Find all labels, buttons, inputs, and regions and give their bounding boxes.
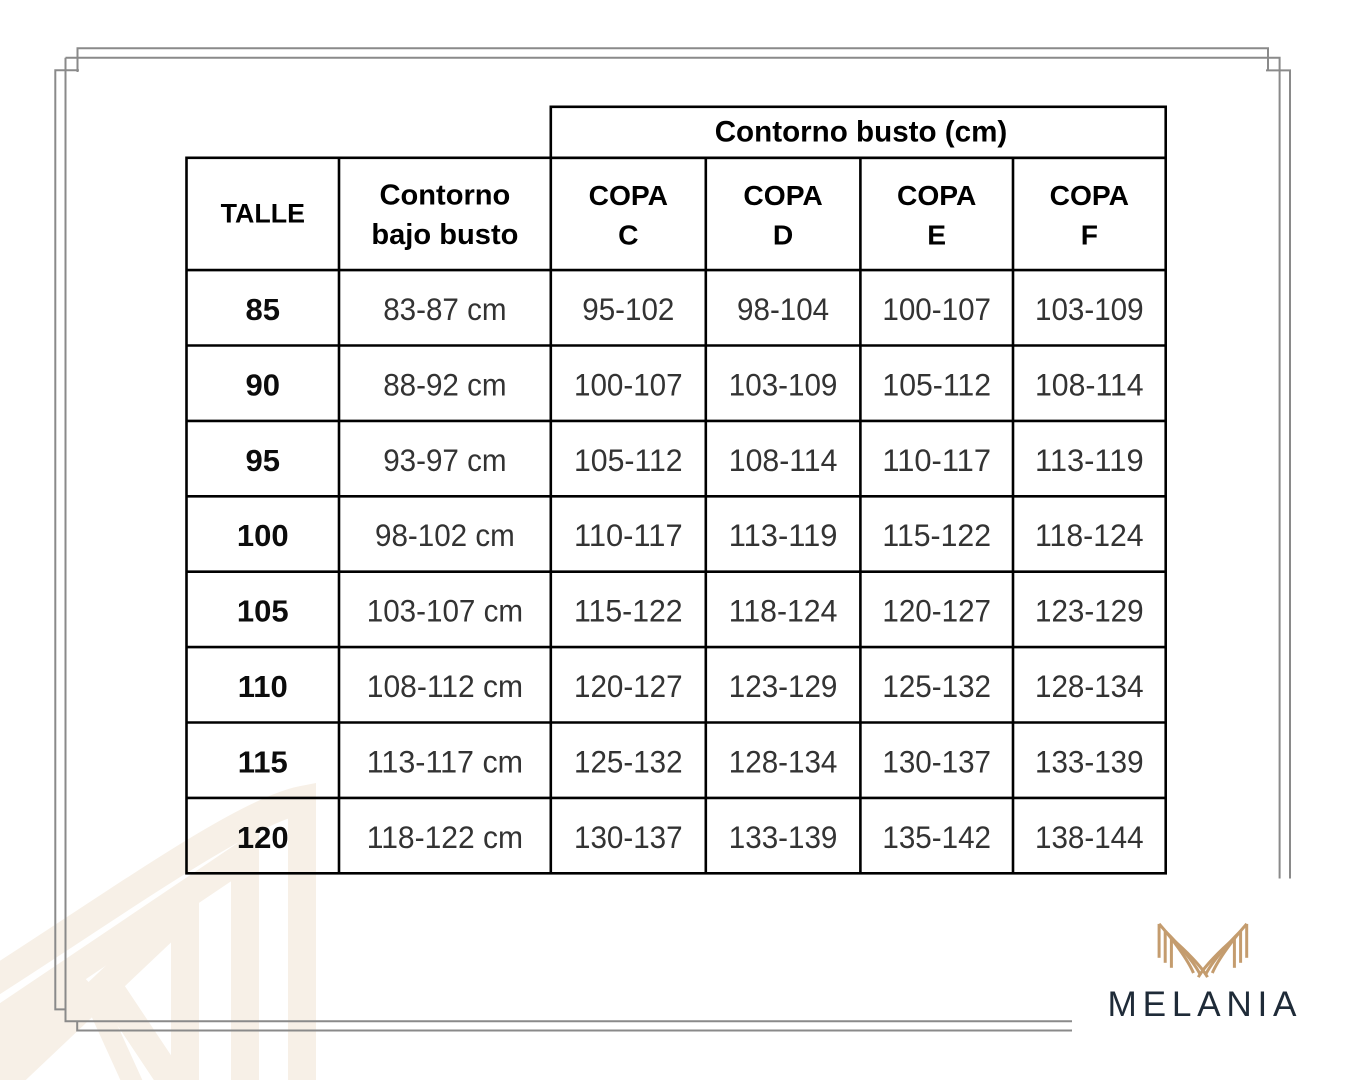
svg-text:100: 100 <box>237 518 289 553</box>
svg-text:115-122: 115-122 <box>574 594 683 629</box>
svg-text:105-112: 105-112 <box>574 443 683 478</box>
svg-text:113-119: 113-119 <box>1035 443 1144 478</box>
svg-text:Contorno busto (cm): Contorno busto (cm) <box>715 116 1008 149</box>
svg-text:98-104: 98-104 <box>737 292 829 327</box>
svg-text:113-119: 113-119 <box>729 518 838 553</box>
svg-text:113-117 cm: 113-117 cm <box>367 744 523 779</box>
svg-text:105: 105 <box>237 594 289 629</box>
svg-text:108-112 cm: 108-112 cm <box>367 669 523 704</box>
svg-text:103-109: 103-109 <box>729 367 838 402</box>
svg-text:Contorno: Contorno <box>379 180 510 212</box>
svg-text:128-134: 128-134 <box>729 744 838 779</box>
svg-text:118-122 cm: 118-122 cm <box>367 820 523 855</box>
svg-text:MELANIA: MELANIA <box>1108 985 1303 1024</box>
svg-text:COPA: COPA <box>1050 179 1129 211</box>
svg-text:123-129: 123-129 <box>1035 594 1144 629</box>
svg-text:105-112: 105-112 <box>882 367 991 402</box>
svg-text:138-144: 138-144 <box>1035 820 1144 855</box>
svg-text:98-102 cm: 98-102 cm <box>375 518 515 553</box>
svg-text:108-114: 108-114 <box>1035 367 1144 402</box>
svg-text:125-132: 125-132 <box>882 669 991 704</box>
svg-text:133-139: 133-139 <box>729 820 838 855</box>
svg-text:95: 95 <box>246 443 280 478</box>
svg-text:85: 85 <box>246 292 280 327</box>
svg-text:128-134: 128-134 <box>1035 669 1144 704</box>
svg-text:115: 115 <box>238 744 288 779</box>
svg-text:110: 110 <box>238 669 288 704</box>
svg-text:120: 120 <box>237 820 289 855</box>
svg-text:135-142: 135-142 <box>882 820 991 855</box>
svg-text:120-127: 120-127 <box>882 594 991 629</box>
svg-text:C: C <box>618 219 638 251</box>
svg-text:100-107: 100-107 <box>882 292 991 327</box>
svg-text:bajo busto: bajo busto <box>371 219 518 251</box>
svg-text:123-129: 123-129 <box>729 669 838 704</box>
svg-text:130-137: 130-137 <box>574 820 683 855</box>
svg-text:120-127: 120-127 <box>574 669 683 704</box>
svg-text:COPA: COPA <box>897 179 976 211</box>
svg-text:E: E <box>927 219 946 251</box>
svg-text:115-122: 115-122 <box>882 518 991 553</box>
svg-text:88-92 cm: 88-92 cm <box>383 367 506 402</box>
svg-text:118-124: 118-124 <box>729 594 838 629</box>
svg-text:110-117: 110-117 <box>574 518 683 553</box>
svg-text:D: D <box>773 219 793 251</box>
svg-text:100-107: 100-107 <box>574 367 683 402</box>
svg-text:COPA: COPA <box>589 179 668 211</box>
svg-text:F: F <box>1081 219 1098 251</box>
svg-text:108-114: 108-114 <box>729 443 838 478</box>
svg-text:93-97 cm: 93-97 cm <box>383 443 506 478</box>
svg-text:83-87 cm: 83-87 cm <box>383 292 506 327</box>
svg-text:125-132: 125-132 <box>574 744 683 779</box>
svg-text:COPA: COPA <box>743 179 822 211</box>
svg-text:103-107 cm: 103-107 cm <box>367 594 523 629</box>
svg-text:103-109: 103-109 <box>1035 292 1144 327</box>
svg-text:130-137: 130-137 <box>882 744 991 779</box>
svg-text:110-117: 110-117 <box>882 443 991 478</box>
svg-text:90: 90 <box>246 367 280 402</box>
svg-text:118-124: 118-124 <box>1035 518 1144 553</box>
svg-text:133-139: 133-139 <box>1035 744 1144 779</box>
svg-text:95-102: 95-102 <box>582 292 674 327</box>
svg-text:TALLE: TALLE <box>221 199 305 229</box>
